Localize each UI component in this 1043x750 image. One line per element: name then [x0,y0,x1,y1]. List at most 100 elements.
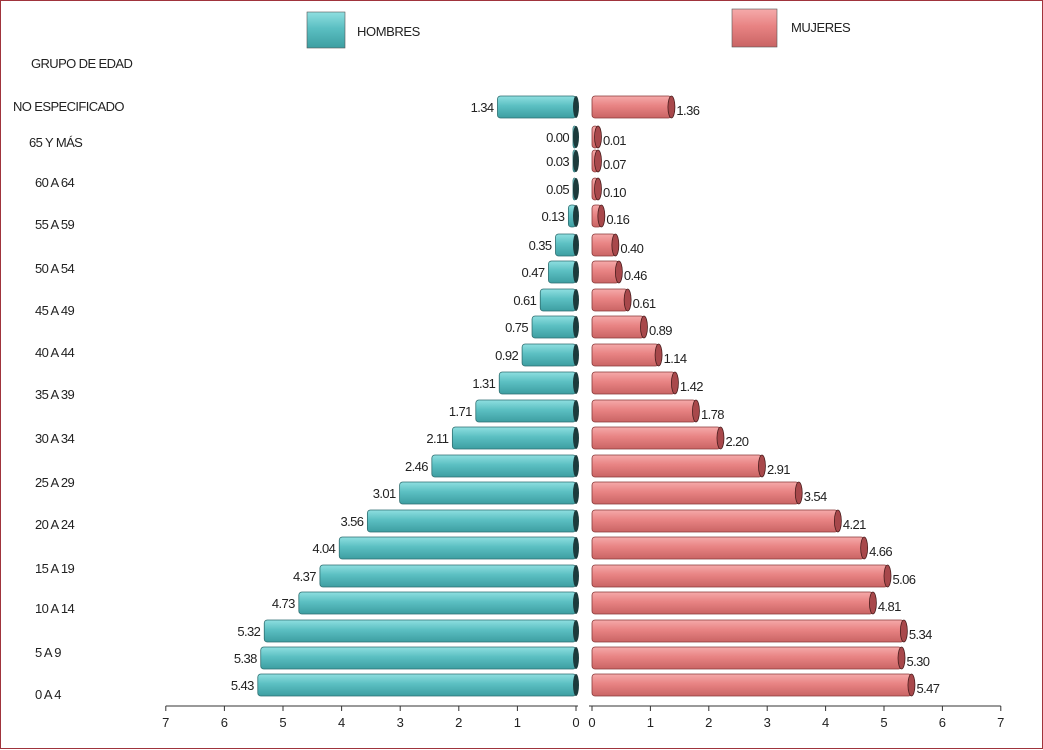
category-label: NO ESPECIFICADO [13,99,124,114]
value-label-hombres: 4.37 [293,569,316,584]
bars [257,95,916,697]
x-tick-label: 6 [221,715,228,730]
bar-hombres [338,536,579,560]
x-tick-label: 4 [822,715,829,730]
value-label-hombres: 5.32 [237,624,260,639]
value-label-hombres: 2.11 [426,431,448,446]
value-label-hombres: 3.56 [340,514,363,529]
value-label-hombres: 3.01 [373,486,396,501]
value-label-mujeres: 5.06 [893,572,916,587]
category-label: 45 A 49 [35,303,75,318]
x-tick-label: 3 [764,715,771,730]
value-label-mujeres: 3.54 [804,489,827,504]
y-axis-title: GRUPO DE EDAD [31,56,132,71]
legend: HOMBRES MUJERES [306,8,851,49]
bar-hombres [548,260,579,284]
value-label-hombres: 0.13 [541,209,564,224]
category-label: 5 A 9 [35,645,61,660]
value-label-hombres: 2.46 [405,459,428,474]
value-label-hombres: 0.75 [505,320,528,335]
x-tick-label: 0 [588,715,595,730]
bar-hombres [263,619,579,643]
value-label-mujeres: 2.91 [767,462,790,477]
bar-mujeres [591,591,877,615]
value-label-hombres: 0.61 [513,293,536,308]
bar-mujeres [591,315,648,339]
category-label: 50 A 54 [35,261,75,276]
value-label-mujeres: 4.21 [843,517,866,532]
bar-hombres [257,673,579,697]
value-label-mujeres: 0.89 [649,323,672,338]
value-label-hombres: 1.31 [472,376,495,391]
category-label: 55 A 59 [35,217,75,232]
value-label-mujeres: 0.10 [603,185,626,200]
value-label-mujeres: 1.78 [701,407,724,422]
bar-mujeres [591,288,632,312]
bar-hombres [567,204,579,228]
value-label-mujeres: 5.34 [909,627,932,642]
value-label-mujeres: 1.42 [680,379,703,394]
bar-hombres [531,315,579,339]
x-tick-label: 1 [514,715,521,730]
bar-mujeres [591,343,663,367]
category-label: 30 A 34 [35,431,75,446]
value-label-mujeres: 0.40 [620,241,643,256]
category-label: 20 A 24 [35,517,75,532]
bar-mujeres [591,177,602,201]
bar-mujeres [591,149,602,173]
value-label-mujeres: 1.36 [676,103,699,118]
bar-hombres [521,343,579,367]
bar-hombres [555,233,579,257]
category-label: 0 A 4 [35,687,61,702]
value-label-hombres: 5.43 [231,678,254,693]
category-label: 40 A 44 [35,345,75,360]
bar-mujeres [591,426,725,450]
bar-mujeres [591,673,916,697]
legend-label-hombres: HOMBRES [357,24,421,39]
x-tick-label: 4 [338,715,345,730]
x-tick-label: 3 [397,715,404,730]
bar-hombres [572,125,579,149]
legend-swatch-hombres [306,11,346,49]
bar-mujeres [591,454,766,478]
value-label-mujeres: 4.66 [869,544,892,559]
x-tick-label: 2 [705,715,712,730]
category-label: 35 A 39 [35,387,75,402]
value-label-mujeres: 1.14 [664,351,687,366]
category-labels: NO ESPECIFICADO 65 Y MÁS 60 A 64 55 A 59 50 … [13,99,125,702]
value-label-hombres: 0.47 [522,265,545,280]
legend-label-mujeres: MUJERES [791,20,851,35]
x-tick-label: 5 [880,715,887,730]
value-label-mujeres: 5.30 [907,654,930,669]
value-label-hombres: 4.73 [272,596,295,611]
category-label: 15 A 19 [35,561,75,576]
bar-mujeres [591,536,869,560]
bar-mujeres [591,509,842,533]
value-label-hombres: 0.35 [529,238,552,253]
bar-mujeres [591,233,620,257]
bar-hombres [539,288,579,312]
bar-mujeres [591,619,908,643]
value-label-hombres: 0.03 [546,154,569,169]
bar-hombres [451,426,579,450]
bar-hombres [497,95,579,119]
x-tick-label: 5 [279,715,286,730]
value-label-hombres: 1.34 [471,100,494,115]
x-tick-label: 0 [572,715,579,730]
bar-hombres [298,591,579,615]
value-label-mujeres: 2.20 [725,434,748,449]
x-tick-label: 1 [647,715,654,730]
value-label-mujeres: 0.01 [603,133,626,148]
x-tick-label: 6 [939,715,946,730]
bar-hombres [319,564,579,588]
bar-mujeres [591,260,623,284]
value-label-hombres: 1.71 [449,404,472,419]
x-tick-label: 2 [455,715,462,730]
bar-mujeres [591,564,892,588]
bar-mujeres [591,399,700,423]
category-label: 25 A 29 [35,475,75,490]
bar-mujeres [591,371,679,395]
legend-swatch-mujeres [731,8,778,48]
